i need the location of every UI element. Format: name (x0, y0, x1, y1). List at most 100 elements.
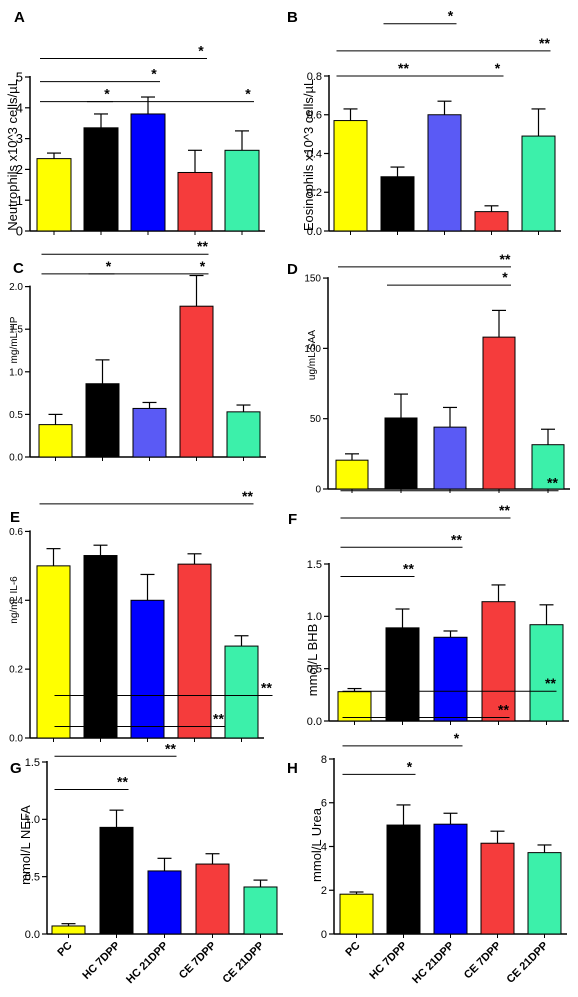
y-tick-label: 2 (321, 885, 327, 897)
y-tick-label: 0.6 (307, 110, 322, 122)
significance-label: * (454, 730, 460, 746)
significance-label: * (151, 66, 157, 82)
significance-label: ** (547, 475, 558, 491)
bar-ce-7dpp (177, 171, 213, 232)
bar-pc (339, 893, 374, 935)
bar-hc-21dpp (433, 426, 467, 490)
y-axis-label: ug/mL SAA (307, 330, 318, 381)
bar-hc-7dpp (85, 383, 120, 458)
bar-hc-21dpp (132, 407, 167, 458)
significance-label: ** (117, 774, 128, 790)
significance-label: ** (498, 701, 509, 717)
y-axis-label: Neutrophils x10^3 cells/µL (5, 79, 20, 231)
y-tick-label: 0.5 (307, 664, 322, 676)
significance-label: ** (165, 740, 176, 756)
panel-letter: A (14, 9, 25, 26)
panel-letter: H (287, 760, 298, 777)
bar-hc-21dpp (433, 823, 468, 935)
panel-letter: D (287, 261, 298, 278)
significance-label: ** (500, 251, 511, 267)
bar-hc-7dpp (83, 127, 119, 232)
y-axis-label: ng/mL IL-6 (9, 576, 20, 624)
significance-label: * (502, 269, 508, 285)
y-axis-label: mmol/L BHB (305, 624, 320, 696)
y-tick-label: 0.4 (9, 596, 23, 607)
bar-pc (333, 120, 368, 232)
y-tick-label: 1.5 (25, 757, 40, 769)
y-tick-label: 100 (304, 344, 321, 355)
x-tick-label: CE 21DPP (505, 940, 551, 986)
y-tick-label: 0.6 (9, 527, 23, 538)
panel-letter: G (10, 760, 22, 777)
x-tick-label: HC 7DPP (80, 940, 122, 982)
bar-ce-21dpp (521, 135, 556, 232)
bar-hc-7dpp (380, 176, 415, 232)
y-tick-label: 0.2 (307, 187, 322, 199)
bar-hc-21dpp (130, 599, 165, 739)
x-tick-label: CE 7DPP (462, 940, 504, 982)
x-tick-label: PC (55, 940, 74, 959)
significance-label: ** (261, 679, 272, 695)
bar-ce-21dpp (224, 645, 259, 739)
y-tick-label: 1.0 (307, 611, 322, 623)
bar-hc-21dpp (147, 870, 182, 935)
bar-ce-21dpp (243, 886, 278, 935)
y-axis-label: mmol/L NEFA (18, 805, 33, 885)
bar-ce-7dpp (474, 211, 509, 232)
y-tick-label: 1.0 (25, 814, 40, 826)
y-tick-label: 0 (315, 485, 321, 496)
bar-ce-21dpp (529, 624, 564, 722)
y-axis-label: Eosinophils x10^3 cells/µL (301, 79, 316, 231)
bar-pc (337, 691, 372, 722)
significance-label: * (198, 43, 204, 59)
significance-label: * (104, 86, 110, 102)
panel-letter: E (10, 509, 20, 526)
significance-label: ** (242, 488, 253, 504)
y-tick-label: 0 (321, 929, 327, 941)
bar-ce-7dpp (179, 305, 214, 458)
bar-ce-21dpp (226, 411, 261, 458)
y-tick-label: 5 (16, 70, 23, 85)
y-axis-label: mg/mL HP (9, 316, 20, 363)
y-tick-label: 4 (16, 100, 23, 115)
bar-pc (36, 158, 72, 232)
bar-ce-7dpp (177, 563, 212, 739)
significance-label: * (106, 258, 112, 274)
bar-pc (38, 424, 73, 458)
bar-pc (36, 565, 71, 739)
bar-ce-7dpp (482, 336, 516, 490)
y-tick-label: 0.5 (9, 410, 23, 421)
bar-hc-21dpp (427, 114, 462, 232)
bar-ce-21dpp (527, 852, 562, 935)
y-axis-label: mmol/L Urea (309, 807, 324, 882)
y-tick-label: 0.8 (307, 71, 322, 83)
bar-hc-7dpp (99, 826, 134, 935)
x-tick-label: HC 21DPP (124, 940, 171, 987)
y-tick-label: 150 (304, 274, 321, 285)
x-tick-label: CE 7DPP (177, 940, 219, 982)
significance-label: * (200, 258, 206, 274)
panel-letter: F (288, 511, 297, 528)
y-tick-label: 0.0 (25, 929, 40, 941)
bar-ce-7dpp (480, 842, 515, 935)
significance-label: * (407, 758, 413, 774)
y-tick-label: 4 (321, 841, 327, 853)
bar-hc-7dpp (83, 555, 118, 739)
significance-label: ** (398, 60, 409, 76)
y-tick-label: 8 (321, 754, 327, 766)
significance-label: ** (403, 561, 414, 577)
y-tick-label: 2.0 (9, 282, 23, 293)
y-tick-label: 1.0 (9, 367, 23, 378)
y-tick-label: 3 (16, 131, 23, 146)
significance-label: ** (545, 675, 556, 691)
significance-label: ** (451, 531, 462, 547)
y-tick-label: 1.5 (9, 325, 23, 336)
x-tick-label: HC 21DPP (410, 940, 457, 987)
significance-label: * (245, 86, 251, 102)
x-tick-label: CE 21DPP (221, 940, 267, 986)
y-tick-label: 0.0 (307, 716, 322, 728)
